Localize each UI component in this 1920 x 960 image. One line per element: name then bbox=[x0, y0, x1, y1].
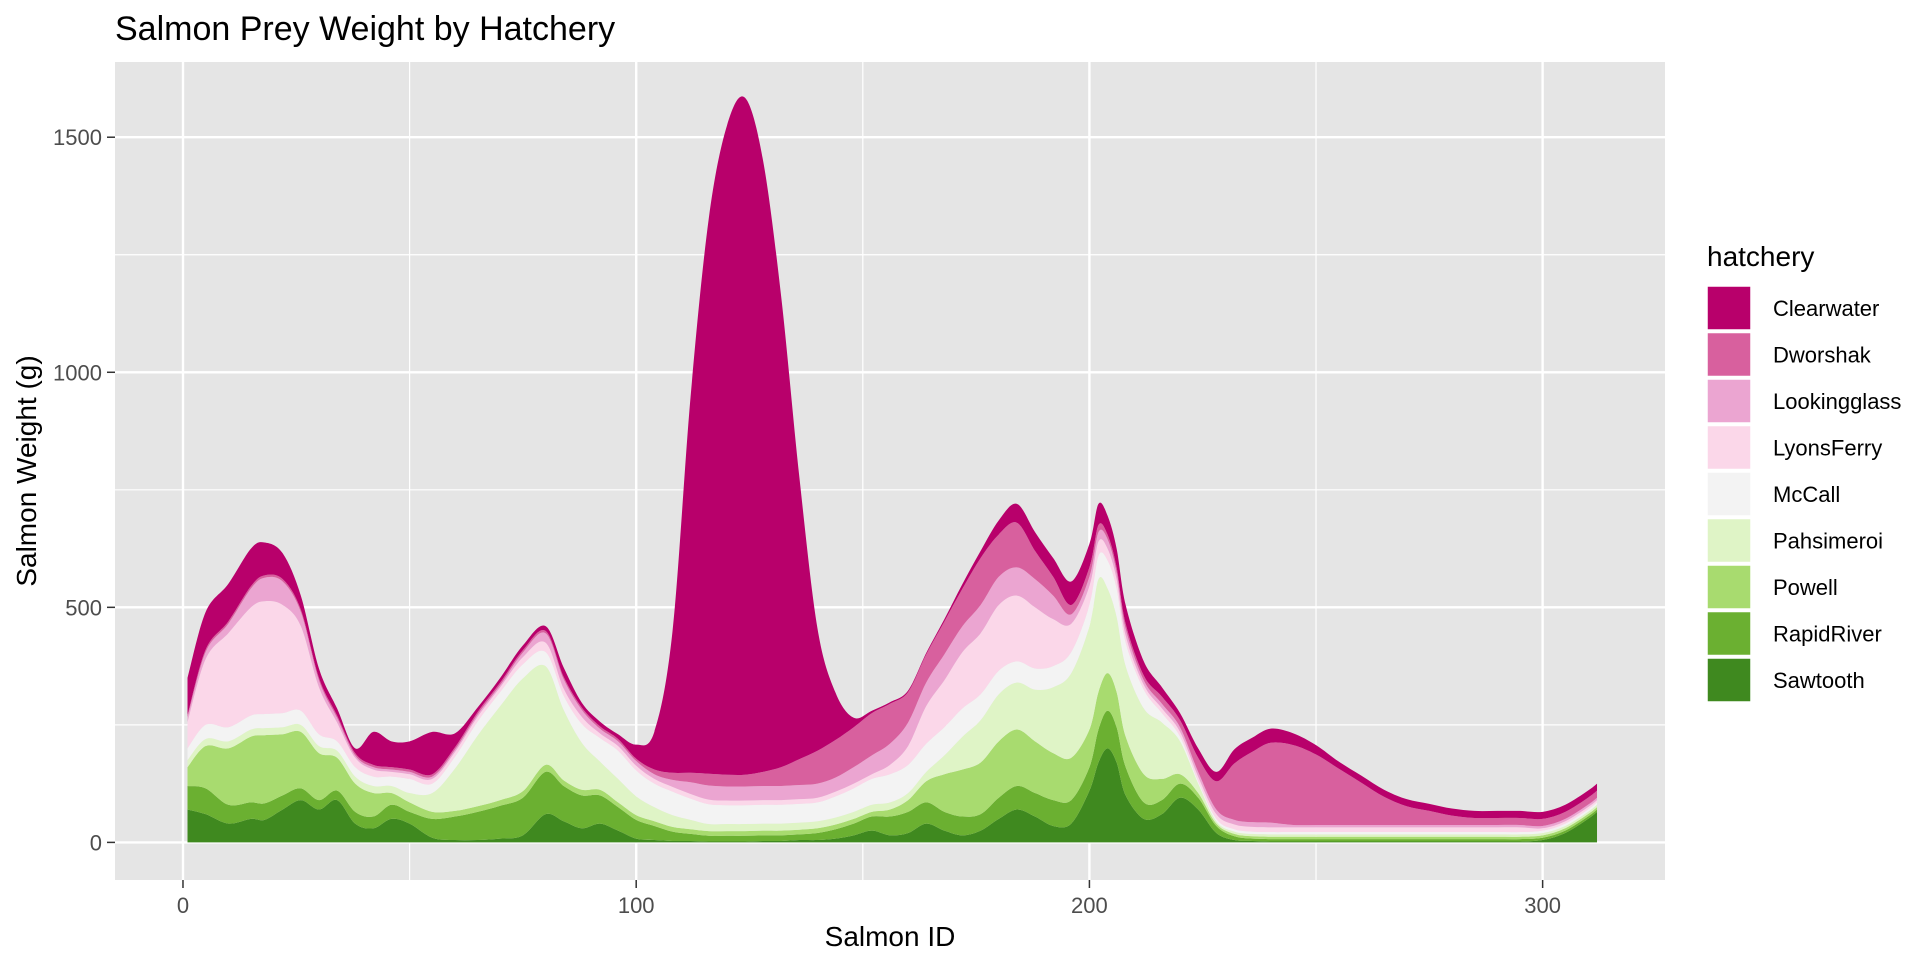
legend-swatch-dworshak bbox=[1706, 331, 1752, 378]
legend-label-dworshak: Dworshak bbox=[1773, 343, 1872, 368]
legend-label-mccall: McCall bbox=[1773, 482, 1840, 507]
legend-label-pahsimeroi: Pahsimeroi bbox=[1773, 529, 1883, 554]
legend-label-sawtooth: Sawtooth bbox=[1773, 668, 1865, 693]
major-gridlines bbox=[115, 62, 1665, 880]
y-tick-label: 1000 bbox=[53, 360, 102, 385]
legend-label-rapidriver: RapidRiver bbox=[1773, 622, 1882, 647]
y-tick-label: 0 bbox=[90, 830, 102, 855]
legend-label-lookingglass: Lookingglass bbox=[1773, 389, 1901, 414]
y-tick-label: 500 bbox=[65, 595, 102, 620]
legend-label-powell: Powell bbox=[1773, 575, 1838, 600]
y-axis: 0 500 1000 1500 bbox=[53, 125, 115, 855]
legend-swatch-mccall bbox=[1706, 471, 1752, 517]
area-layers bbox=[187, 96, 1598, 843]
x-tick-label: 300 bbox=[1524, 893, 1561, 918]
legend-swatch-sawtooth bbox=[1706, 657, 1752, 703]
area-series-rapidriver bbox=[187, 710, 1598, 842]
legend-swatch-lookingglass bbox=[1706, 378, 1752, 424]
area-series-sawtooth bbox=[187, 748, 1598, 843]
legend-swatch-rapidriver bbox=[1706, 610, 1752, 657]
x-axis-title: Salmon ID bbox=[825, 921, 956, 952]
y-tick-label: 1500 bbox=[53, 125, 102, 150]
legend-swatch-powell bbox=[1706, 564, 1752, 610]
legend-swatch-clearwater bbox=[1706, 285, 1752, 331]
legend-swatch-pahsimeroi bbox=[1706, 517, 1752, 564]
x-tick-label: 200 bbox=[1071, 893, 1108, 918]
area-series-mccall bbox=[187, 552, 1598, 835]
legend-title: hatchery bbox=[1707, 241, 1814, 272]
legend-label-lyonsferry: LyonsFerry bbox=[1773, 436, 1882, 461]
legend-label-clearwater: Clearwater bbox=[1773, 296, 1879, 321]
legend: hatchery Clearwater Dworshak Lookingglass L… bbox=[1706, 241, 1901, 703]
x-axis: 0 100 200 300 bbox=[177, 880, 1561, 918]
x-tick-label: 0 bbox=[177, 893, 189, 918]
legend-swatch-lyonsferry bbox=[1706, 424, 1752, 471]
x-tick-label: 100 bbox=[618, 893, 655, 918]
chart-title: Salmon Prey Weight by Hatchery bbox=[115, 10, 615, 48]
y-axis-title: Salmon Weight (g) bbox=[11, 355, 42, 586]
